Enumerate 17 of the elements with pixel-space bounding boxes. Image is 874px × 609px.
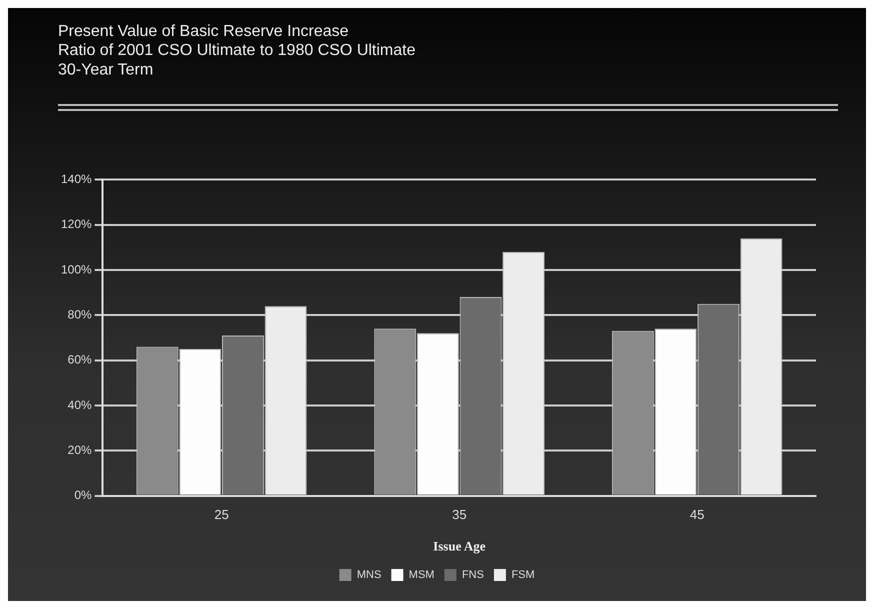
x-tick-label: 35 [452,507,467,522]
legend-label: FNS [462,569,484,582]
chart-title: Present Value of Basic Reserve Increase Ratio of 2001 CSO Ultimate to 1980 CSO Ultimate 30-Year Term [58,23,416,78]
y-tick-label: 120% [60,217,92,232]
x-axis-title: Issue Age [433,538,486,554]
y-tick-label: 80% [68,307,92,322]
x-tick-label: 25 [214,507,229,522]
y-tick-label: 20% [68,442,92,457]
y-tick-label: 100% [60,262,92,276]
y-tick-label: 140% [60,172,92,186]
x-tick-label: 45 [690,507,704,522]
legend-label: MSM [408,569,434,582]
y-tick-label: 40% [68,398,92,412]
legend-label: MNS [356,569,382,582]
legend-label: FSM [511,569,535,582]
y-tick-label: 60% [68,352,92,367]
y-tick-label: 0% [74,488,92,502]
